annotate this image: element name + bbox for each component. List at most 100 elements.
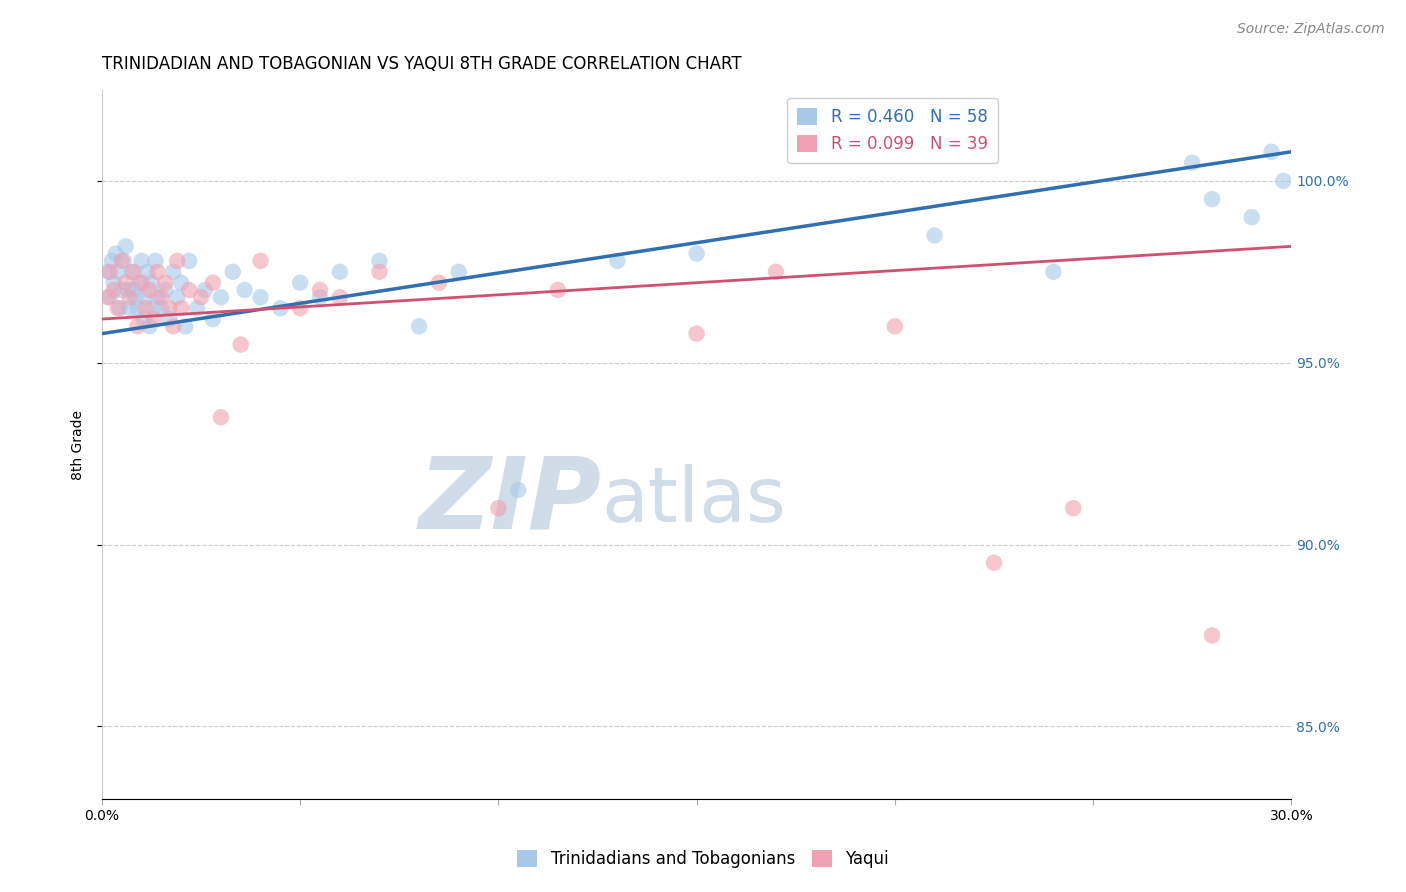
Point [138,283,160,297]
Point [134,290,156,304]
Point [98,290,121,304]
Point [97,290,120,304]
Point [142,301,165,315]
Point [112,253,135,268]
Point [983,556,1005,570]
Point [201,276,224,290]
Point [131,276,153,290]
Point [233,283,256,297]
Point [122,283,145,297]
Point [131,253,153,268]
Point [685,326,707,341]
Point [1201,192,1223,206]
Text: Source: ZipAtlas.com: Source: ZipAtlas.com [1237,22,1385,37]
Point [606,253,628,268]
Point [132,312,155,326]
Point [174,319,197,334]
Point [685,246,707,260]
Point [166,253,188,268]
Point [124,290,146,304]
Point [122,265,145,279]
Point [114,239,136,253]
Y-axis label: 8th Grade: 8th Grade [72,409,86,480]
Point [136,265,159,279]
Legend: Trinidadians and Tobagonians, Yaqui: Trinidadians and Tobagonians, Yaqui [510,843,896,875]
Point [150,301,173,315]
Point [162,265,184,279]
Point [1042,265,1064,279]
Point [138,319,160,334]
Point [134,301,156,315]
Point [329,290,352,304]
Point [155,276,177,290]
Point [269,301,291,315]
Point [121,265,143,279]
Point [97,265,120,279]
Point [166,290,188,304]
Point [107,265,129,279]
Point [142,312,165,326]
Point [157,301,180,315]
Point [1240,211,1263,225]
Point [179,253,201,268]
Point [508,483,530,497]
Point [170,301,193,315]
Point [201,312,224,326]
Point [547,283,569,297]
Point [1181,155,1204,169]
Point [155,283,177,297]
Point [127,301,149,315]
Point [209,410,232,425]
Point [288,276,311,290]
Point [107,301,129,315]
Point [368,253,391,268]
Point [1201,628,1223,642]
Point [111,253,134,268]
Point [486,501,509,516]
Point [249,253,271,268]
Point [883,319,905,334]
Text: ZIP: ZIP [419,453,602,549]
Point [447,265,470,279]
Point [765,265,787,279]
Point [146,265,169,279]
Point [1260,145,1282,159]
Point [329,265,352,279]
Point [162,319,184,334]
Text: atlas: atlas [602,464,786,538]
Point [111,283,134,297]
Point [194,283,217,297]
Point [190,290,212,304]
Point [108,301,131,315]
Point [117,283,139,297]
Point [229,337,252,351]
Point [288,301,311,315]
Point [309,290,332,304]
Point [103,276,125,290]
Point [186,301,208,315]
Point [1062,501,1084,516]
Point [141,276,163,290]
Point [209,290,232,304]
Point [98,265,121,279]
Point [427,276,450,290]
Point [179,283,201,297]
Point [114,276,136,290]
Point [118,301,141,315]
Point [222,265,245,279]
Point [150,290,173,304]
Point [104,246,127,260]
Point [146,290,169,304]
Point [101,253,124,268]
Point [157,312,180,326]
Point [368,265,391,279]
Point [127,319,149,334]
Point [1272,174,1295,188]
Text: TRINIDADIAN AND TOBAGONIAN VS YAQUI 8TH GRADE CORRELATION CHART: TRINIDADIAN AND TOBAGONIAN VS YAQUI 8TH … [101,55,741,73]
Point [249,290,271,304]
Point [924,228,946,243]
Point [309,283,332,297]
Legend: R = 0.460   N = 58, R = 0.099   N = 39: R = 0.460 N = 58, R = 0.099 N = 39 [787,98,997,163]
Point [170,276,193,290]
Point [118,290,141,304]
